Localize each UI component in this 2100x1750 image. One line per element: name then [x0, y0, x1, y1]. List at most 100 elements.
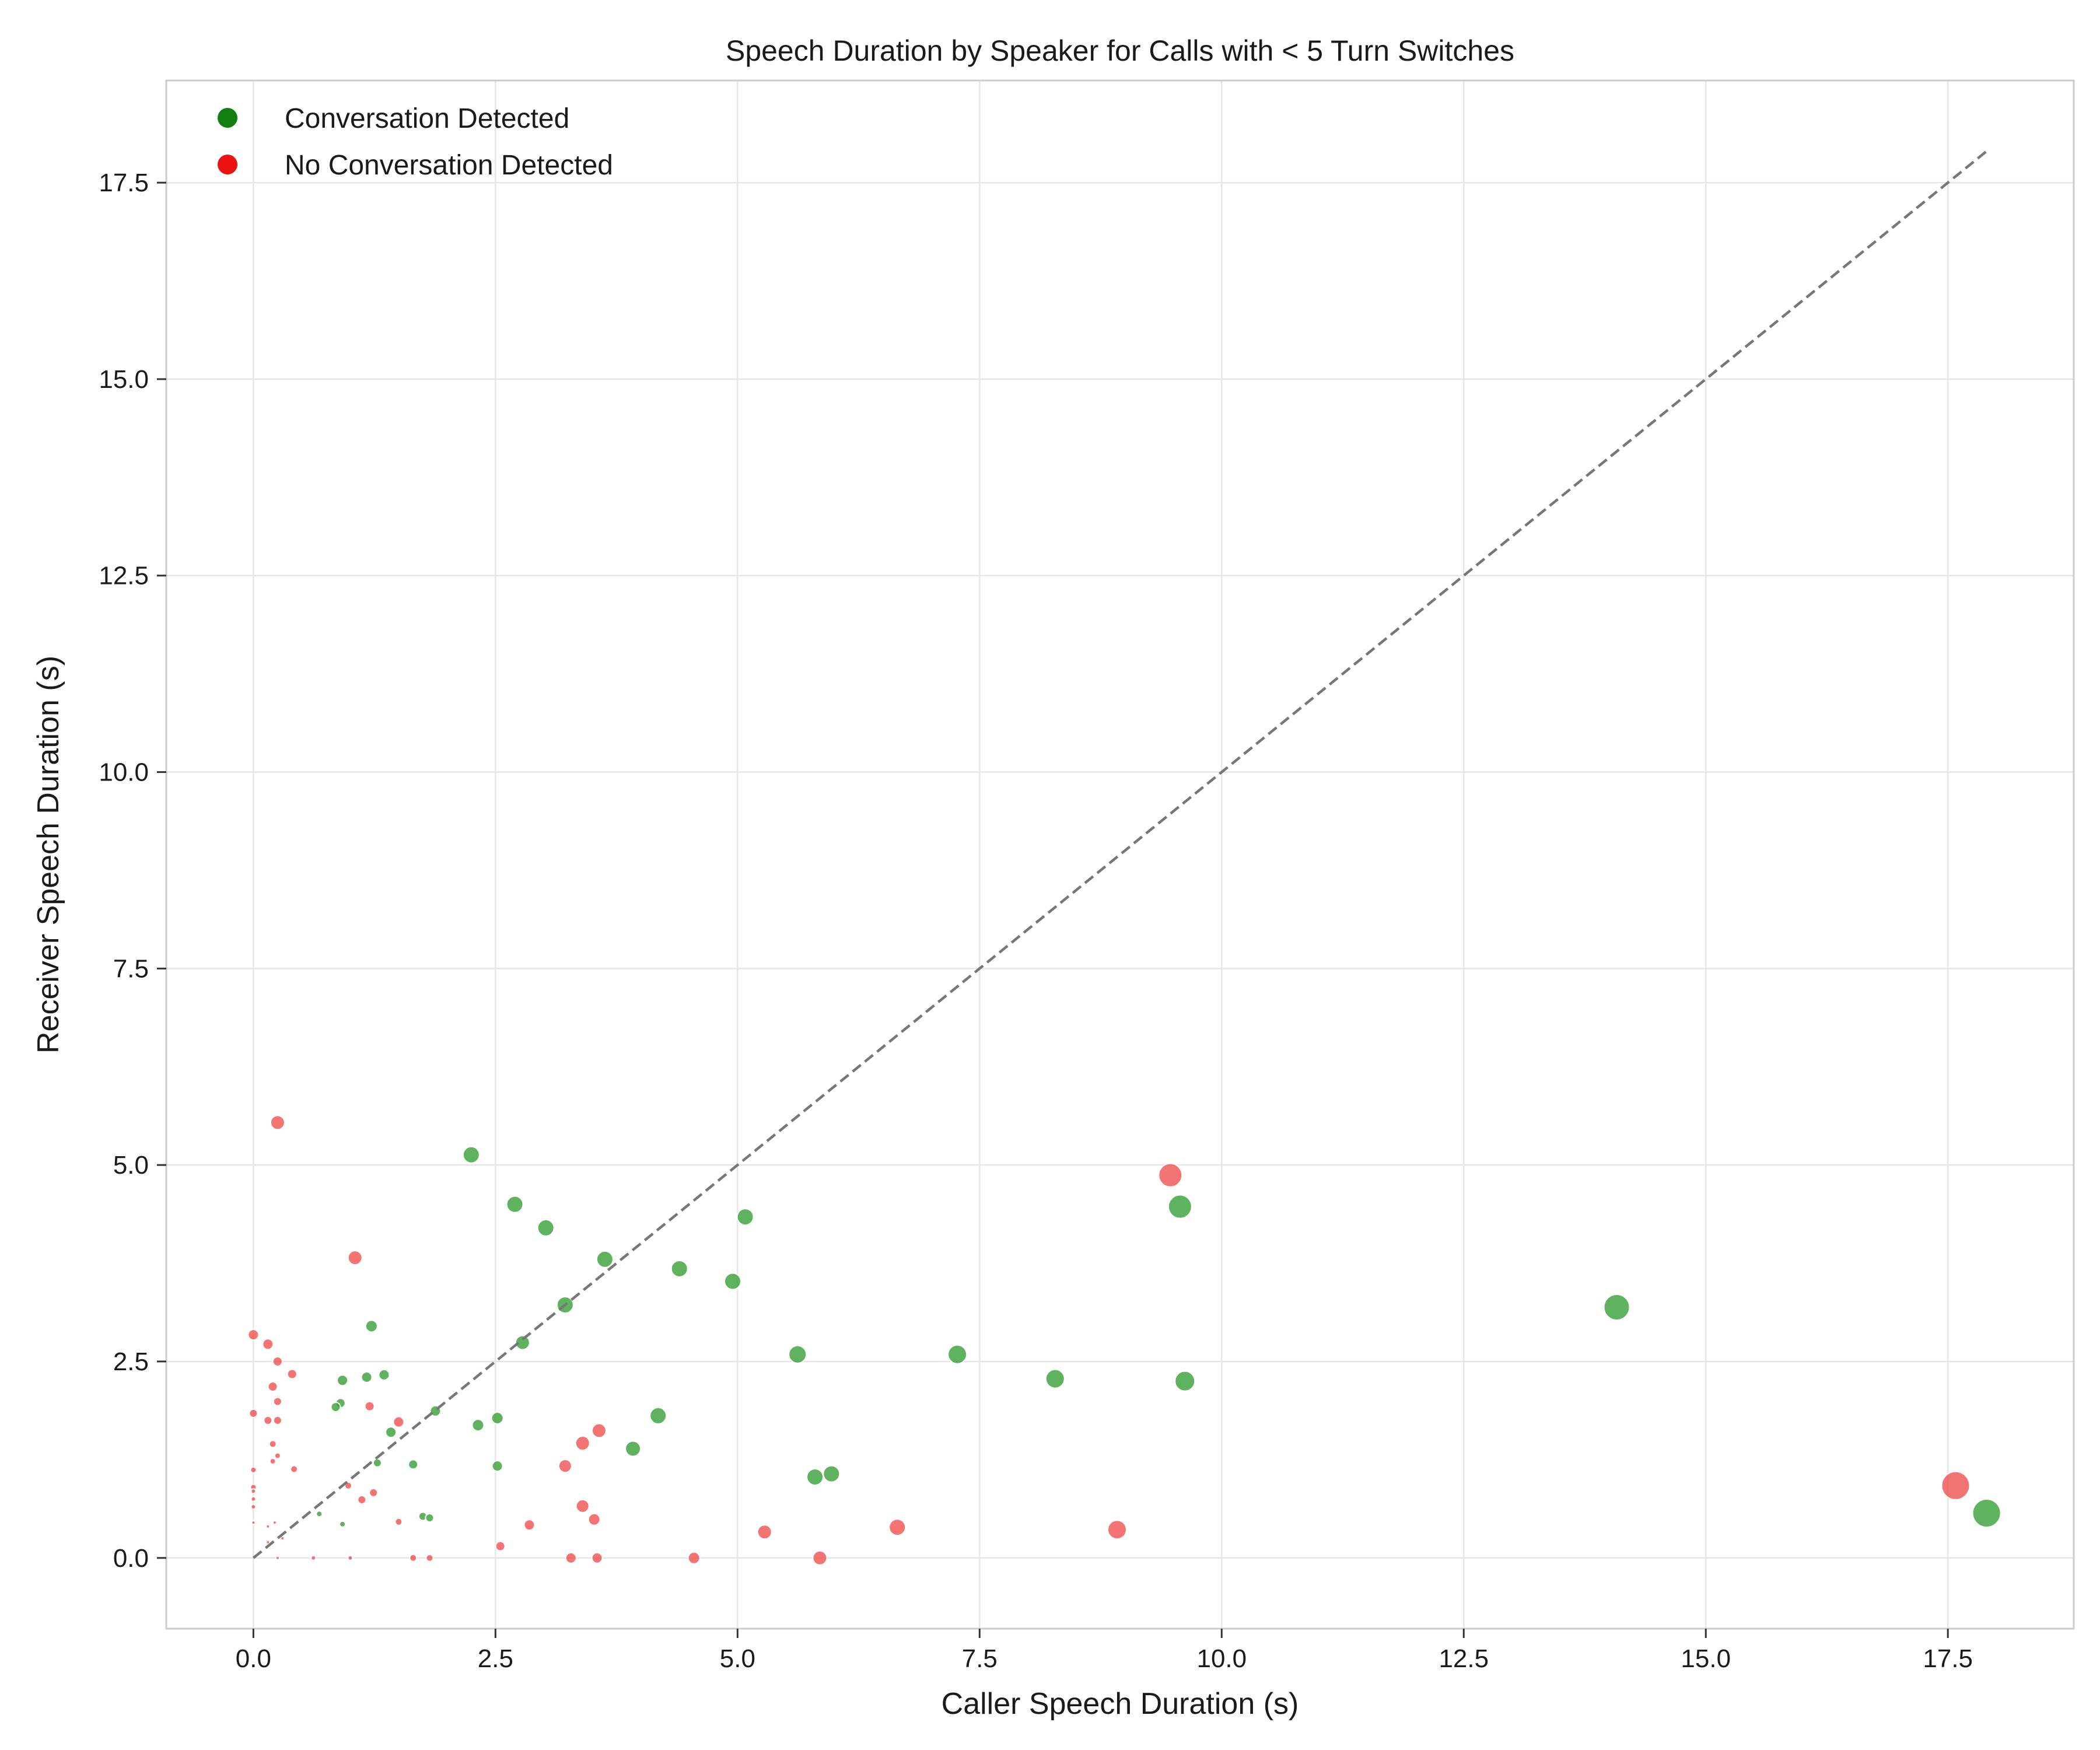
conversation-point	[806, 1468, 824, 1486]
identity-reference-line	[252, 150, 1988, 1559]
legend: Conversation Detected No Conversation De…	[218, 103, 613, 181]
conversation-point	[596, 1250, 614, 1268]
no-conversation-point	[250, 1488, 257, 1494]
no-conversation-point	[274, 1452, 281, 1460]
conversation-point	[339, 1520, 346, 1528]
no-conversation-point	[265, 1539, 271, 1545]
conversation-point	[1174, 1370, 1196, 1392]
no-conversation-point	[269, 1458, 276, 1465]
conversation-point	[724, 1272, 742, 1290]
y-axis-label: Receiver Speech Duration (s)	[32, 656, 65, 1054]
x-tick-label: 17.5	[1923, 1644, 1973, 1673]
no-conversation-point	[812, 1550, 828, 1566]
conversation-point	[337, 1374, 349, 1387]
no-conversation-point	[267, 1381, 278, 1392]
no-conversation-point	[262, 1338, 274, 1350]
y-tick-label: 15.0	[99, 365, 149, 394]
conversation-point	[471, 1419, 485, 1432]
no-conversation-point	[425, 1553, 434, 1562]
conversation-point	[360, 1371, 373, 1383]
no-conversation-point	[310, 1555, 317, 1561]
y-tick-label: 2.5	[113, 1348, 149, 1376]
conversation-point	[1972, 1498, 2001, 1528]
conversation-point	[365, 1320, 378, 1333]
legend-label-conversation: Conversation Detected	[285, 103, 569, 134]
conversation-point	[822, 1465, 841, 1483]
x-tick-label: 10.0	[1196, 1644, 1247, 1673]
conversation-point	[330, 1402, 341, 1413]
no-conversation-point	[250, 1466, 257, 1474]
no-conversation-point	[687, 1551, 701, 1564]
no-conversation-point	[251, 1520, 256, 1525]
y-tick-label: 12.5	[99, 562, 149, 590]
axis-ticks: 0.0 2.5 5.0 7.5 10.0 12.5 15.0 17.5 0.0 2.5 5.0 7.5…	[99, 169, 1973, 1673]
no-conversation-point	[263, 1415, 273, 1425]
conversation-point	[736, 1208, 754, 1226]
no-conversation-point	[523, 1519, 536, 1531]
no-conversation-point	[575, 1499, 590, 1513]
no-conversation-point	[575, 1436, 590, 1451]
no-conversation-point	[250, 1504, 257, 1510]
no-conversation-point	[591, 1423, 607, 1438]
no-conversation-point	[888, 1518, 907, 1536]
no-conversation-point	[1941, 1471, 1971, 1500]
no-conversation-point	[272, 1356, 283, 1367]
conversation-point	[649, 1406, 667, 1424]
conversation-point	[1167, 1194, 1192, 1219]
no-conversation-point	[275, 1555, 280, 1560]
conversation-point	[408, 1459, 419, 1470]
no-conversation-point	[369, 1488, 379, 1497]
legend-marker-no-conversation	[218, 155, 237, 174]
legend-marker-conversation	[218, 108, 237, 128]
grid-lines	[166, 80, 2074, 1629]
conversation-point	[537, 1219, 555, 1237]
no-conversation-point	[280, 1536, 285, 1541]
x-tick-label: 2.5	[478, 1644, 513, 1673]
chart-title: Speech Duration by Speaker for Calls wit…	[726, 34, 1514, 67]
conversation-point	[506, 1195, 524, 1213]
no-conversation-point	[270, 1115, 285, 1130]
no-conversation-point	[495, 1541, 506, 1552]
y-tick-label: 0.0	[113, 1544, 149, 1573]
no-conversation-point	[247, 1329, 260, 1341]
no-conversation-point	[272, 1520, 277, 1525]
conversation-point	[316, 1510, 323, 1518]
no-conversation-point	[565, 1552, 577, 1564]
no-conversation-point	[357, 1495, 367, 1505]
data-points	[247, 1115, 2001, 1566]
x-axis-label: Caller Speech Duration (s)	[942, 1687, 1299, 1721]
conversation-point	[788, 1345, 807, 1364]
no-conversation-point	[250, 1496, 257, 1502]
conversation-point	[625, 1440, 642, 1457]
plot-area	[166, 80, 2074, 1629]
x-tick-label: 7.5	[962, 1644, 998, 1673]
no-conversation-point	[1107, 1520, 1128, 1540]
plot-frame	[165, 79, 2075, 1630]
no-conversation-point	[286, 1368, 298, 1380]
y-tick-label: 17.5	[99, 169, 149, 197]
no-conversation-point	[394, 1517, 403, 1526]
no-conversation-point	[265, 1524, 271, 1529]
no-conversation-point	[591, 1552, 603, 1564]
no-conversation-point	[587, 1513, 601, 1526]
conversation-point	[1045, 1368, 1065, 1389]
no-conversation-point	[1158, 1163, 1183, 1188]
no-conversation-point	[290, 1465, 299, 1474]
conversation-point	[1603, 1293, 1630, 1321]
conversation-point	[514, 1335, 530, 1350]
y-tick-label: 10.0	[99, 758, 149, 787]
no-conversation-point	[347, 1555, 354, 1561]
no-conversation-point	[249, 1408, 258, 1418]
x-tick-label: 0.0	[236, 1644, 271, 1673]
x-tick-label: 15.0	[1681, 1644, 1731, 1673]
no-conversation-point	[757, 1524, 772, 1540]
x-tick-label: 5.0	[720, 1644, 755, 1673]
no-conversation-point	[272, 1396, 282, 1406]
no-conversation-point	[347, 1250, 363, 1266]
conversation-point	[491, 1460, 503, 1472]
no-conversation-point	[409, 1553, 418, 1562]
conversation-point	[425, 1513, 435, 1523]
no-conversation-point	[272, 1415, 282, 1425]
no-conversation-point	[268, 1440, 277, 1448]
